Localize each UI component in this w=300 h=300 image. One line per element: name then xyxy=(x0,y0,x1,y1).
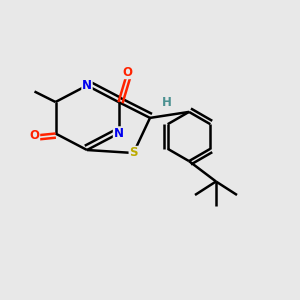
Text: S: S xyxy=(129,146,138,160)
Text: O: O xyxy=(29,129,40,142)
Text: N: N xyxy=(82,79,92,92)
Text: N: N xyxy=(113,127,124,140)
Text: O: O xyxy=(122,65,133,79)
Text: H: H xyxy=(162,95,171,109)
